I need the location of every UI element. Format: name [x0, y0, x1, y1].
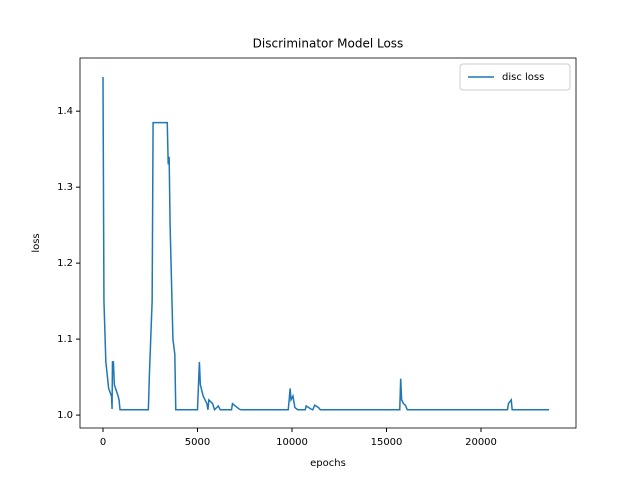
x-axis-label: epochs	[310, 458, 346, 469]
y-tick-label: 1.1	[57, 334, 73, 345]
y-tick-label: 1.0	[57, 410, 73, 421]
legend-box	[459, 63, 571, 91]
y-tick-label: 1.4	[57, 106, 73, 117]
x-tick-label: 0	[100, 437, 106, 448]
x-tick-label: 20000	[465, 437, 497, 448]
x-tick-label: 15000	[371, 437, 403, 448]
legend-label: disc loss	[502, 72, 544, 83]
y-tick-label: 1.3	[57, 182, 73, 193]
chart-title: Discriminator Model Loss	[253, 37, 404, 51]
series-line	[102, 76, 550, 412]
y-tick-label: 1.2	[57, 258, 73, 269]
x-tick-label: 10000	[276, 437, 308, 448]
x-tick-label: 5000	[185, 437, 210, 448]
plot-frame	[79, 57, 577, 429]
y-axis-label: loss	[31, 233, 42, 252]
